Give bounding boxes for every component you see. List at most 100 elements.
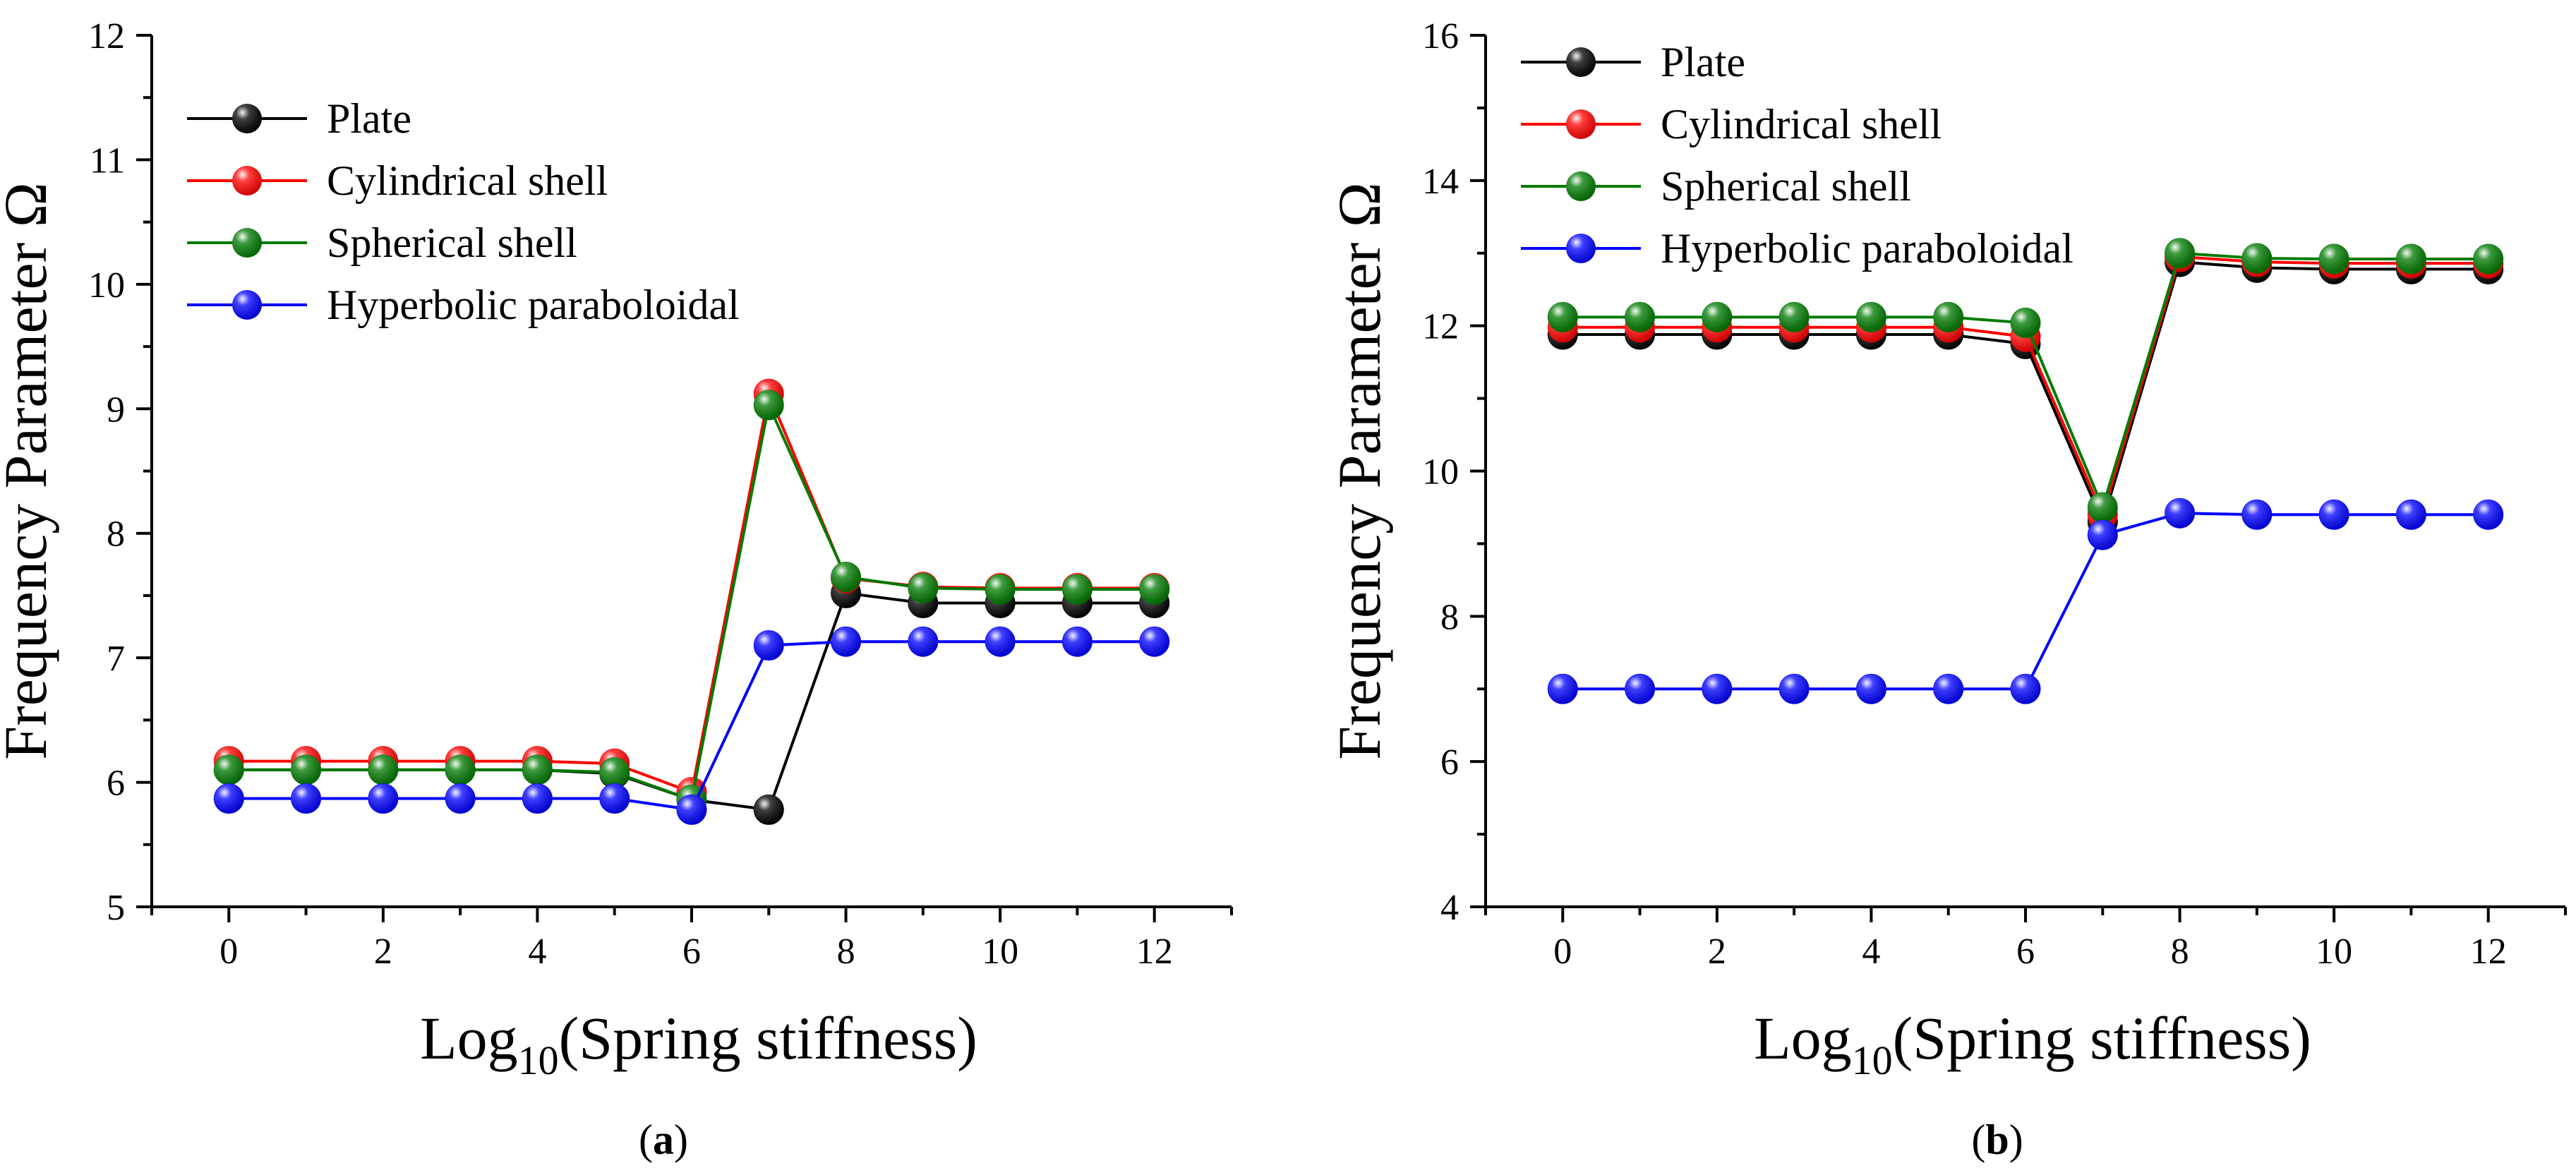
x-axis-title-subscript: 10	[518, 1037, 559, 1083]
data-point-highlight	[1702, 302, 1732, 332]
data-point-highlight	[1702, 674, 1732, 704]
x-tick-label: 2	[374, 932, 392, 972]
data-point-highlight	[1856, 302, 1886, 332]
legend-swatch-highlight	[1566, 109, 1596, 139]
panel-label-letter: b	[1985, 1116, 2009, 1163]
series-hyperbolic-paraboloidal	[1547, 498, 2504, 704]
x-tick-label: 8	[837, 932, 855, 972]
legend-swatch-highlight	[1566, 234, 1596, 263]
series-line-hyperbolic-paraboloidal	[1563, 512, 2488, 691]
x-tick-label: 4	[528, 932, 546, 972]
panel-label-open: (	[639, 1116, 653, 1163]
legend-label: Spherical shell	[1661, 163, 1911, 210]
panel-label: (a)	[639, 1116, 688, 1163]
y-tick-label: 6	[1440, 742, 1459, 783]
data-point-highlight	[1933, 674, 1963, 704]
panel-label-open: (	[1971, 1116, 1985, 1163]
panel-label-close: )	[2009, 1116, 2023, 1163]
y-tick-label: 7	[107, 639, 125, 679]
x-tick-label: 10	[2316, 932, 2352, 972]
data-point-highlight	[1856, 674, 1886, 704]
data-point-highlight	[1548, 674, 1578, 704]
data-point-highlight	[1933, 302, 1963, 332]
series-line-cylindrical-shell	[229, 389, 1155, 795]
data-point-highlight	[368, 783, 398, 814]
data-point-highlight	[445, 754, 476, 785]
legend-item-spherical-shell: Spherical shell	[1521, 163, 1911, 210]
data-point-highlight	[214, 754, 244, 785]
x-tick-label: 8	[2171, 932, 2189, 972]
data-point-highlight	[1625, 674, 1655, 704]
legend-label: Hyperbolic paraboloidal	[1661, 225, 2074, 272]
data-point-highlight	[1062, 627, 1093, 657]
x-tick-label: 2	[1708, 932, 1726, 972]
x-tick-label: 6	[2016, 932, 2035, 972]
series-cylindrical-shell	[213, 378, 1170, 808]
y-tick-label: 14	[1422, 162, 1459, 202]
legend-label: Spherical shell	[327, 219, 577, 266]
panel-label: (b)	[1971, 1116, 2023, 1163]
data-point-highlight	[1139, 574, 1169, 605]
data-point-highlight	[2241, 500, 2272, 530]
data-point-highlight	[2473, 500, 2503, 530]
x-tick-label: 12	[2470, 932, 2507, 972]
data-point-highlight	[1139, 627, 1169, 657]
data-point-highlight	[522, 783, 553, 814]
legend-swatch-highlight	[232, 228, 262, 258]
legend-item-hyperbolic-paraboloidal: Hyperbolic paraboloidal	[187, 282, 740, 328]
legend-swatch-highlight	[232, 104, 262, 133]
series-plate	[1547, 246, 2504, 538]
data-point-highlight	[291, 783, 321, 814]
x-axis-title-base: Log	[1754, 1004, 1852, 1072]
data-point-highlight	[214, 783, 244, 814]
y-tick-label: 16	[1422, 16, 1459, 56]
x-axis-title: Log10(Spring stiffness)	[420, 1004, 977, 1083]
legend-label: Plate	[327, 95, 411, 142]
data-point-highlight	[2088, 520, 2118, 550]
series-spherical-shell	[1547, 238, 2504, 523]
x-axis-title-base: Log	[420, 1004, 518, 1072]
x-axis-title-rest: (Spring stiffness)	[559, 1004, 977, 1072]
legend-item-cylindrical-shell: Cylindrical shell	[1521, 101, 1942, 147]
legend-item-cylindrical-shell: Cylindrical shell	[187, 157, 608, 204]
x-axis-title-subscript: 10	[1852, 1037, 1893, 1083]
legend-label: Cylindrical shell	[1661, 101, 1942, 147]
legend-swatch-highlight	[232, 290, 262, 320]
legend-item-plate: Plate	[1521, 39, 1745, 85]
legend: Plate Cylindrical shell Spherical shell Hyp…	[187, 95, 740, 328]
x-axis-title-rest: (Spring stiffness)	[1893, 1004, 2311, 1072]
legend-item-spherical-shell: Spherical shell	[187, 219, 577, 266]
data-point-highlight	[1779, 674, 1810, 704]
data-point-highlight	[2319, 243, 2349, 274]
data-point-highlight	[599, 757, 630, 788]
y-tick-label: 6	[107, 764, 125, 804]
data-point-highlight	[2165, 498, 2195, 529]
series-line-plate	[1563, 260, 2488, 526]
data-point-highlight	[908, 627, 938, 657]
y-tick-label: 10	[1422, 452, 1459, 493]
panel-label-letter: a	[653, 1116, 674, 1163]
data-point-highlight	[445, 783, 476, 814]
x-tick-label: 6	[682, 932, 701, 972]
data-point-highlight	[291, 754, 321, 785]
y-tick-label: 12	[1422, 307, 1459, 347]
data-point-highlight	[754, 630, 784, 661]
data-point-highlight	[908, 573, 938, 603]
legend-swatch-highlight	[1566, 47, 1596, 77]
data-point-highlight	[2011, 308, 2040, 338]
data-point-highlight	[677, 795, 706, 825]
y-axis-title: Frequency Parameter Ω	[0, 182, 59, 759]
y-tick-label: 11	[90, 140, 125, 181]
legend-swatch-highlight	[232, 166, 262, 195]
data-point-highlight	[2319, 500, 2349, 530]
x-tick-label: 10	[982, 932, 1018, 972]
y-tick-label: 4	[1440, 888, 1459, 928]
series-line-cylindrical-shell	[1563, 255, 2488, 519]
chart-panel-a: 0 2 4 6 8 10 12 5 6 7 8 9 10 11 12 Frequency Parameter …	[0, 16, 1233, 1163]
x-tick-label: 0	[219, 932, 238, 972]
legend-label: Plate	[1661, 39, 1745, 85]
data-point-highlight	[522, 754, 553, 785]
data-point-highlight	[831, 562, 861, 592]
legend-item-hyperbolic-paraboloidal: Hyperbolic paraboloidal	[1521, 225, 2074, 272]
